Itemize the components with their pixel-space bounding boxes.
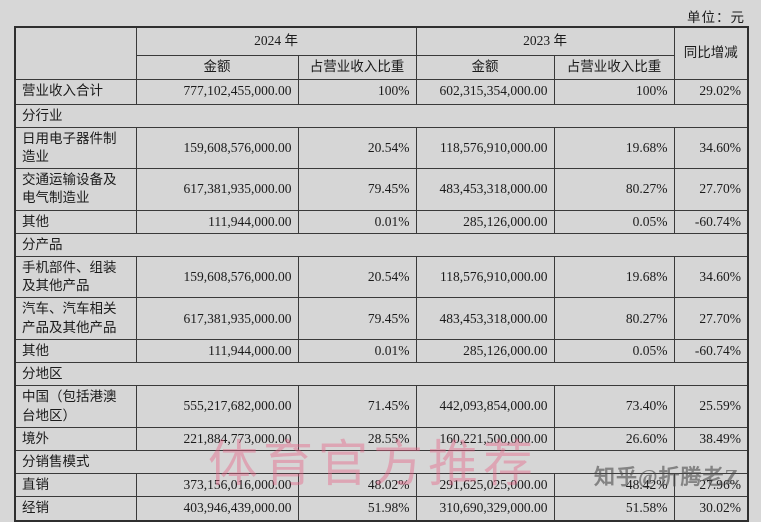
ratio-2024-header: 占营业收入比重 <box>297 54 417 80</box>
yoy-cell: 27.96% <box>673 473 749 498</box>
yoy-cell: 25.59% <box>673 385 749 428</box>
section-row: 分销售模式 <box>14 449 749 475</box>
table-row: 日用电子器件制造业 159,608,576,000.00 20.54% 118,576… <box>14 126 749 170</box>
amount-2024-header: 金额 <box>135 54 299 80</box>
table-row: 经销 403,946,439,000.00 51.98% 310,690,329,00… <box>14 496 749 522</box>
table-row: 其他 111,944,000.00 0.01% 285,126,000.00 0.05%… <box>14 209 749 234</box>
yoy-cell: 29.02% <box>673 78 749 105</box>
amount-2023-cell: 285,126,000.00 <box>415 338 555 364</box>
revenue-breakdown-table: 2024 年 2023 年 同比增减 金额 占营业收入比重 金额 占营业收入比重… <box>14 26 749 522</box>
amount-2024-cell: 373,156,016,000.00 <box>135 473 299 498</box>
ratio-2024-cell: 0.01% <box>297 209 417 234</box>
ratio-2024-cell: 100% <box>297 78 417 105</box>
ratio-2023-cell: 80.27% <box>553 297 675 340</box>
yoy-cell: 30.02% <box>673 496 749 522</box>
table-row: 营业收入合计 777,102,455,000.00 100% 602,315,354,… <box>14 78 749 105</box>
amount-2024-cell: 111,944,000.00 <box>135 338 299 364</box>
table-header-row-years: 2024 年 2023 年 同比增减 <box>14 26 749 80</box>
ratio-2023-cell: 19.68% <box>553 256 675 299</box>
table-row: 其他 111,944,000.00 0.01% 285,126,000.00 0.05%… <box>14 338 749 364</box>
section-row: 分行业 <box>14 103 749 128</box>
row-label-cell: 交通运输设备及电气制造业 <box>14 168 137 211</box>
amount-2023-cell: 483,453,318,000.00 <box>415 297 555 340</box>
ratio-2024-cell: 0.01% <box>297 338 417 364</box>
amount-2023-cell: 291,625,025,000.00 <box>415 473 555 498</box>
yoy-cell: 34.60% <box>673 256 749 299</box>
amount-2023-header: 金额 <box>415 54 555 80</box>
section-label: 分产品 <box>14 232 749 258</box>
row-label-cell: 中国（包括港澳台地区） <box>14 385 137 428</box>
yoy-cell: 34.60% <box>673 126 749 170</box>
amount-2023-cell: 602,315,354,000.00 <box>415 78 555 105</box>
ratio-2023-cell: 73.40% <box>553 385 675 428</box>
section-row: 分产品 <box>14 232 749 258</box>
ratio-2023-cell: 19.68% <box>553 126 675 170</box>
table-row: 手机部件、组装及其他产品 159,608,576,000.00 20.54% 118,… <box>14 256 749 299</box>
ratio-2023-cell: 80.27% <box>553 168 675 211</box>
corner-cell <box>14 26 137 80</box>
table-head: 2024 年 2023 年 同比增减 金额 占营业收入比重 金额 占营业收入比重 <box>14 26 749 80</box>
section-row: 分地区 <box>14 362 749 387</box>
table-body: 营业收入合计 777,102,455,000.00 100% 602,315,354,… <box>14 78 749 522</box>
amount-2024-cell: 617,381,935,000.00 <box>135 297 299 340</box>
table-row: 境外 221,884,773,000.00 28.55% 160,221,500,00… <box>14 426 749 452</box>
row-label-cell: 经销 <box>14 496 137 522</box>
section-label: 分销售模式 <box>14 449 749 475</box>
amount-2024-cell: 617,381,935,000.00 <box>135 168 299 211</box>
table-row: 汽车、汽车相关产品及其他产品 617,381,935,000.00 79.45% 48… <box>14 297 749 340</box>
yoy-header: 同比增减 <box>673 26 749 80</box>
ratio-2023-cell: 0.05% <box>553 338 675 364</box>
section-label: 分行业 <box>14 103 749 128</box>
year-2023-header: 2023 年 <box>415 26 675 56</box>
ratio-2024-cell: 79.45% <box>297 168 417 211</box>
row-label-cell: 其他 <box>14 338 137 364</box>
ratio-2023-cell: 26.60% <box>553 426 675 452</box>
amount-2024-cell: 555,217,682,000.00 <box>135 385 299 428</box>
ratio-2023-cell: 51.58% <box>553 496 675 522</box>
yoy-cell: 38.49% <box>673 426 749 452</box>
year-2024-header: 2024 年 <box>135 26 417 56</box>
ratio-2023-header: 占营业收入比重 <box>553 54 675 80</box>
section-label: 分地区 <box>14 362 749 387</box>
amount-2024-cell: 221,884,773,000.00 <box>135 426 299 452</box>
row-label-cell: 直销 <box>14 473 137 498</box>
amount-2024-cell: 403,946,439,000.00 <box>135 496 299 522</box>
row-label-cell: 其他 <box>14 209 137 234</box>
yoy-cell: -60.74% <box>673 338 749 364</box>
ratio-2024-cell: 71.45% <box>297 385 417 428</box>
amount-2024-cell: 159,608,576,000.00 <box>135 126 299 170</box>
amount-2024-cell: 159,608,576,000.00 <box>135 256 299 299</box>
ratio-2024-cell: 51.98% <box>297 496 417 522</box>
ratio-2023-cell: 0.05% <box>553 209 675 234</box>
ratio-2024-cell: 48.02% <box>297 473 417 498</box>
amount-2023-cell: 118,576,910,000.00 <box>415 126 555 170</box>
amount-2023-cell: 118,576,910,000.00 <box>415 256 555 299</box>
ratio-2023-cell: 48.42% <box>553 473 675 498</box>
ratio-2024-cell: 20.54% <box>297 256 417 299</box>
yoy-cell: 27.70% <box>673 297 749 340</box>
row-label-cell: 营业收入合计 <box>14 78 137 105</box>
ratio-2024-cell: 20.54% <box>297 126 417 170</box>
row-label-cell: 日用电子器件制造业 <box>14 126 137 170</box>
yoy-cell: 27.70% <box>673 168 749 211</box>
amount-2023-cell: 160,221,500,000.00 <box>415 426 555 452</box>
table-row: 交通运输设备及电气制造业 617,381,935,000.00 79.45% 483,… <box>14 168 749 211</box>
amount-2023-cell: 483,453,318,000.00 <box>415 168 555 211</box>
row-label-cell: 境外 <box>14 426 137 452</box>
unit-label: 单位：元 <box>687 10 745 25</box>
yoy-cell: -60.74% <box>673 209 749 234</box>
ratio-2024-cell: 79.45% <box>297 297 417 340</box>
row-label-cell: 汽车、汽车相关产品及其他产品 <box>14 297 137 340</box>
table-row: 直销 373,156,016,000.00 48.02% 291,625,025,00… <box>14 473 749 498</box>
amount-2024-cell: 111,944,000.00 <box>135 209 299 234</box>
amount-2023-cell: 310,690,329,000.00 <box>415 496 555 522</box>
ratio-2023-cell: 100% <box>553 78 675 105</box>
amount-2023-cell: 442,093,854,000.00 <box>415 385 555 428</box>
table-row: 中国（包括港澳台地区） 555,217,682,000.00 71.45% 442,0… <box>14 385 749 428</box>
row-label-cell: 手机部件、组装及其他产品 <box>14 256 137 299</box>
amount-2023-cell: 285,126,000.00 <box>415 209 555 234</box>
table-header-row-subs: 金额 占营业收入比重 金额 占营业收入比重 <box>15 54 748 80</box>
amount-2024-cell: 777,102,455,000.00 <box>135 78 299 105</box>
ratio-2024-cell: 28.55% <box>297 426 417 452</box>
